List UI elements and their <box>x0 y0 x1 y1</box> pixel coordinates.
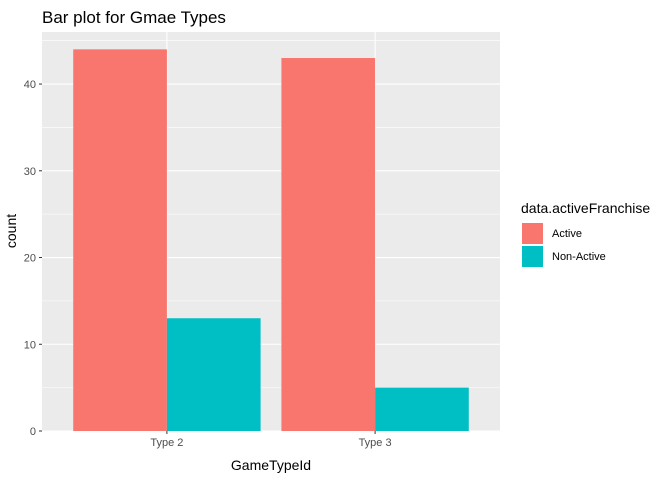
y-tick-label: 20 <box>24 253 36 265</box>
bar-non-active-type-2 <box>166 318 261 431</box>
chart-title: Bar plot for Gmae Types <box>42 8 226 27</box>
y-tick-label: 0 <box>30 426 36 438</box>
y-tick-label: 10 <box>24 339 36 351</box>
bar-non-active-type-3 <box>375 387 469 431</box>
legend-title: data.activeFranchise <box>521 200 650 216</box>
x-tick-label: Type 2 <box>150 437 183 449</box>
legend-items: Active Non-Active <box>522 223 606 267</box>
bars <box>73 49 469 432</box>
x-axis: Type 2 Type 3 <box>150 431 392 449</box>
y-axis-title: count <box>3 214 19 248</box>
legend-label-non-active: Non-Active <box>552 251 606 263</box>
y-tick-label: 40 <box>24 79 36 91</box>
legend-label-active: Active <box>552 228 582 240</box>
x-tick-label: Type 3 <box>359 437 392 449</box>
bar-active-type-3 <box>281 58 376 432</box>
legend: data.activeFranchise Active Non-Active <box>521 200 650 267</box>
x-axis-title: GameTypeId <box>231 457 311 473</box>
legend-key-non-active <box>522 246 543 267</box>
y-axis: 0 10 20 30 40 <box>24 79 42 438</box>
y-tick-label: 30 <box>24 166 36 178</box>
bar-active-type-2 <box>73 49 167 431</box>
legend-key-active <box>522 223 543 244</box>
